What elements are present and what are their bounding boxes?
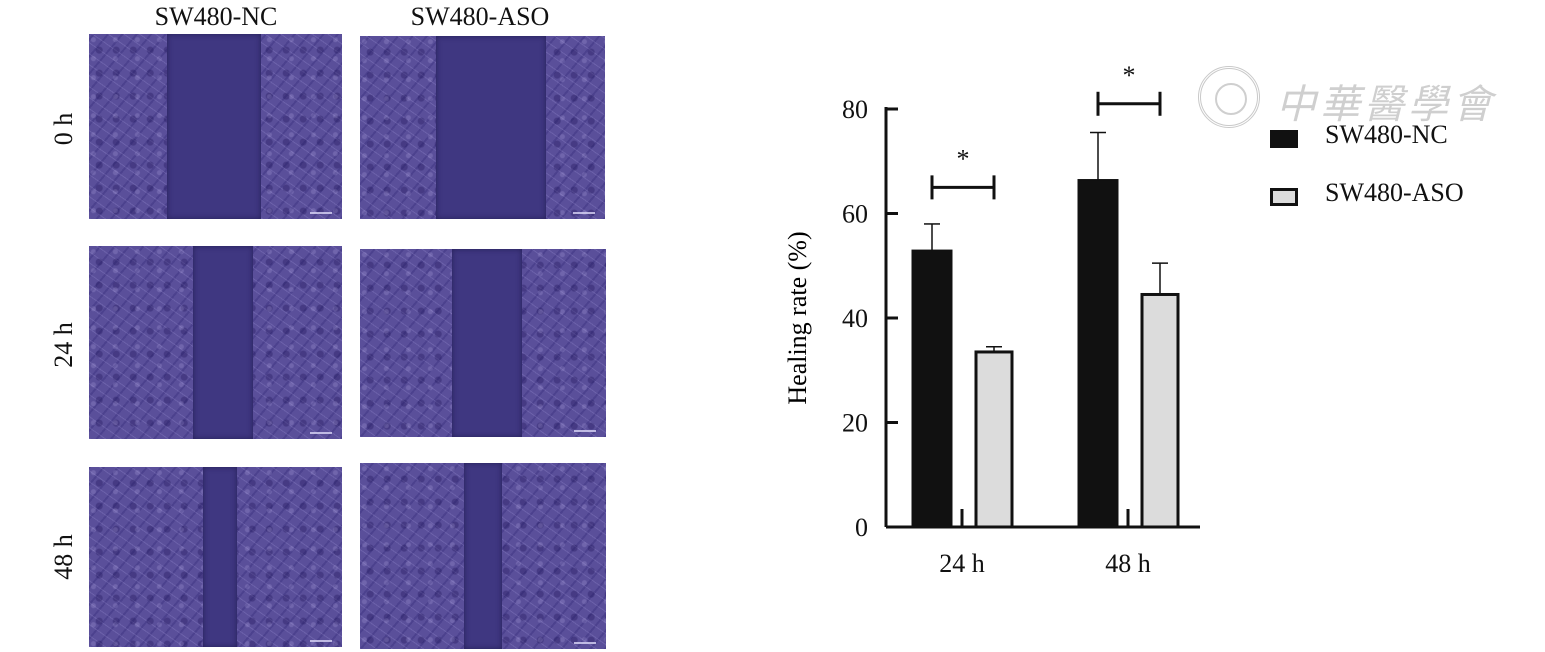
scratch-gap xyxy=(464,463,502,649)
watermark-text: 中華醫學會 xyxy=(1276,82,1496,128)
column-label-aso: SW480-ASO xyxy=(410,2,550,31)
scratch-gap xyxy=(452,249,522,437)
y-tick-label: 40 xyxy=(842,304,868,333)
significance-star: * xyxy=(957,144,970,173)
y-tick-label: 20 xyxy=(842,409,868,438)
y-tick-label: 80 xyxy=(842,95,868,124)
scratch-gap xyxy=(167,34,261,219)
legend-swatch-nc xyxy=(1270,130,1298,148)
scratch-gap xyxy=(436,36,546,219)
micrograph-nc-24h xyxy=(89,246,342,439)
bar-sw480-nc-48h xyxy=(1077,179,1119,528)
micrograph-aso-48h xyxy=(360,463,606,649)
legend-label-aso: SW480-ASO xyxy=(1325,178,1464,207)
scale-bar xyxy=(310,432,332,434)
micrograph-nc-48h xyxy=(89,467,342,647)
micrograph-aso-0h xyxy=(360,36,605,219)
micrograph-nc-0h xyxy=(89,34,342,219)
row-label-24h: 24 h xyxy=(49,322,78,368)
y-axis-label: Healing rate (%) xyxy=(783,231,812,404)
y-tick-label: 60 xyxy=(842,200,868,229)
scratch-gap xyxy=(193,246,253,439)
bar-sw480-aso-48h xyxy=(1140,292,1180,529)
bar-sw480-aso-24h xyxy=(974,350,1014,529)
significance-star: * xyxy=(1123,61,1136,90)
scale-bar xyxy=(573,212,595,214)
bar-sw480-nc-24h xyxy=(911,249,953,528)
y-tick-label: 0 xyxy=(855,513,868,542)
column-label-nc: SW480-NC xyxy=(154,2,278,31)
scale-bar xyxy=(574,642,596,644)
micrograph-aso-24h xyxy=(360,249,606,437)
row-label-48h: 48 h xyxy=(49,534,78,580)
x-tick-label: 48 h xyxy=(1105,549,1151,578)
legend-swatch-aso xyxy=(1270,188,1298,206)
scale-bar xyxy=(574,430,596,432)
row-label-0h: 0 h xyxy=(49,112,78,146)
legend-label-nc: SW480-NC xyxy=(1325,120,1448,149)
scale-bar xyxy=(310,640,332,642)
watermark-seal-icon xyxy=(1198,66,1260,128)
x-tick-label: 24 h xyxy=(939,549,985,578)
scale-bar xyxy=(310,212,332,214)
scratch-gap xyxy=(203,467,237,647)
